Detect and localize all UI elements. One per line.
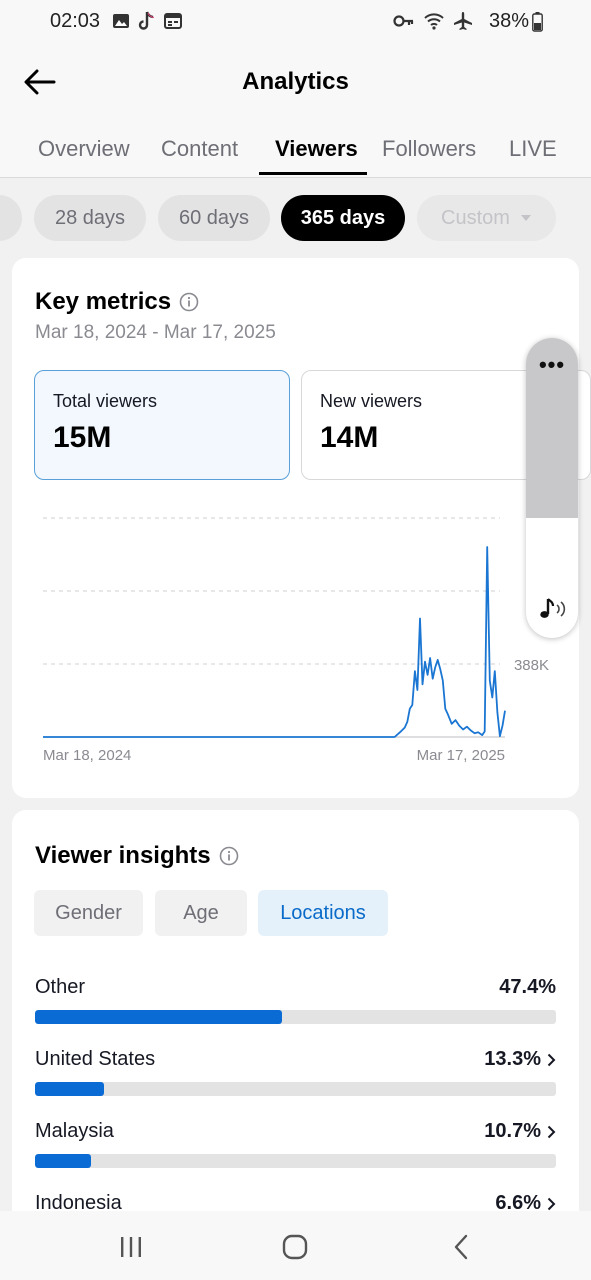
total-viewers-series-line (43, 546, 506, 738)
viewer-insights-title: Viewer insights (35, 842, 211, 869)
back-icon (454, 1234, 468, 1260)
y-tick-label: 388K (514, 657, 549, 674)
analytics-tabs: Overview Content Viewers Followers LIVE (0, 120, 591, 178)
key-metrics-title-row: Key metrics (35, 288, 199, 316)
metric-value: 15M (53, 421, 112, 454)
floating-panel-top (526, 338, 578, 518)
wifi-icon (424, 13, 444, 30)
x-tick-label: Mar 17, 2025 (417, 747, 505, 764)
dropdown-caret-icon (520, 215, 531, 221)
metric-total-viewers[interactable]: Total viewers 15M (34, 370, 290, 480)
music-note-icon[interactable] (536, 596, 568, 622)
home-icon (282, 1234, 308, 1260)
location-bar-fill (35, 1154, 91, 1168)
location-bar-track (35, 1010, 556, 1024)
home-button[interactable] (275, 1231, 315, 1263)
page-title: Analytics (242, 68, 349, 95)
app-header: Analytics (0, 44, 591, 120)
tab-followers[interactable]: Followers (382, 136, 477, 161)
metric-value: 14M (320, 421, 379, 454)
chevron-right-icon (547, 1197, 556, 1210)
system-nav-bar (0, 1211, 591, 1280)
segment-age[interactable]: Age (155, 890, 247, 936)
info-icon[interactable] (219, 846, 239, 866)
key-metrics-card: Key metrics Mar 18, 2024 - Mar 17, 2025 … (12, 258, 591, 798)
location-percent: 47.4% (499, 976, 556, 999)
location-row-malaysia[interactable]: Malaysia 10.7% (35, 1120, 556, 1180)
location-percent-value: 6.6% (495, 1192, 541, 1214)
tab-viewers[interactable]: Viewers (275, 136, 358, 161)
location-row-other: Other 47.4% (35, 976, 556, 1036)
location-percent: 13.3% (484, 1048, 556, 1071)
location-bar-track (35, 1154, 556, 1168)
date-chip-60-days[interactable]: 60 days (158, 195, 270, 241)
calendar-icon (164, 13, 182, 29)
tab-active-indicator (259, 172, 367, 175)
chevron-right-icon (547, 1125, 556, 1138)
location-name: United States (35, 1048, 156, 1070)
x-tick-label: Mar 18, 2024 (43, 747, 131, 764)
location-name: Malaysia (35, 1120, 114, 1142)
location-bar-fill (35, 1010, 282, 1024)
battery-percent: 38% (488, 10, 529, 32)
key-icon (393, 15, 414, 27)
location-percent: 10.7% (484, 1120, 556, 1143)
segment-locations[interactable]: Locations (258, 890, 388, 936)
info-icon[interactable] (179, 292, 199, 312)
viewer-insights-title-row: Viewer insights (35, 842, 239, 870)
recents-icon (121, 1237, 141, 1257)
nav-back-button[interactable] (441, 1231, 481, 1263)
status-time: 02:03 (50, 10, 101, 32)
tab-content[interactable]: Content (161, 136, 239, 161)
segment-gender[interactable]: Gender (34, 890, 143, 936)
location-percent-value: 13.3% (484, 1048, 541, 1070)
tab-overview[interactable]: Overview (38, 136, 130, 161)
custom-chip-label: Custom (441, 206, 510, 229)
metric-label: Total viewers (53, 391, 158, 411)
location-row-united-states[interactable]: United States 13.3% (35, 1048, 556, 1108)
date-chip-365-days[interactable]: 365 days (281, 195, 405, 241)
floating-side-panel[interactable]: ••• (526, 338, 578, 638)
location-row-indonesia[interactable]: Indonesia 6.6% (35, 1192, 556, 1252)
airplane-icon (454, 12, 472, 30)
battery-icon (532, 12, 543, 32)
location-percent-value: 47.4% (499, 976, 556, 998)
location-percent: 6.6% (495, 1192, 556, 1215)
tiktok-icon (138, 11, 155, 30)
location-bar-fill (35, 1082, 105, 1096)
location-name: Indonesia (35, 1192, 122, 1214)
gallery-icon (113, 14, 129, 28)
date-chip-partial[interactable] (0, 195, 22, 241)
recents-button[interactable] (111, 1231, 151, 1263)
key-metrics-title: Key metrics (35, 288, 172, 315)
date-range-chips: 28 days 60 days 365 days Custom (0, 178, 591, 258)
location-bar-track (35, 1082, 556, 1096)
location-percent-value: 10.7% (484, 1120, 541, 1142)
date-chip-custom[interactable]: Custom (417, 195, 556, 241)
metric-label: New viewers (320, 391, 423, 411)
back-arrow-icon (24, 69, 56, 95)
tab-live[interactable]: LIVE (509, 136, 557, 161)
more-options-icon[interactable]: ••• (538, 352, 566, 377)
date-chip-28-days[interactable]: 28 days (34, 195, 146, 241)
status-bar: 02:03 38% (0, 0, 591, 44)
date-range-text: Mar 18, 2024 - Mar 17, 2025 (35, 322, 276, 343)
back-button[interactable] (20, 64, 60, 100)
chevron-right-icon (547, 1053, 556, 1066)
viewer-insights-card: Viewer insights Gender Age Locations Oth… (12, 810, 579, 1230)
location-name: Other (35, 976, 86, 998)
